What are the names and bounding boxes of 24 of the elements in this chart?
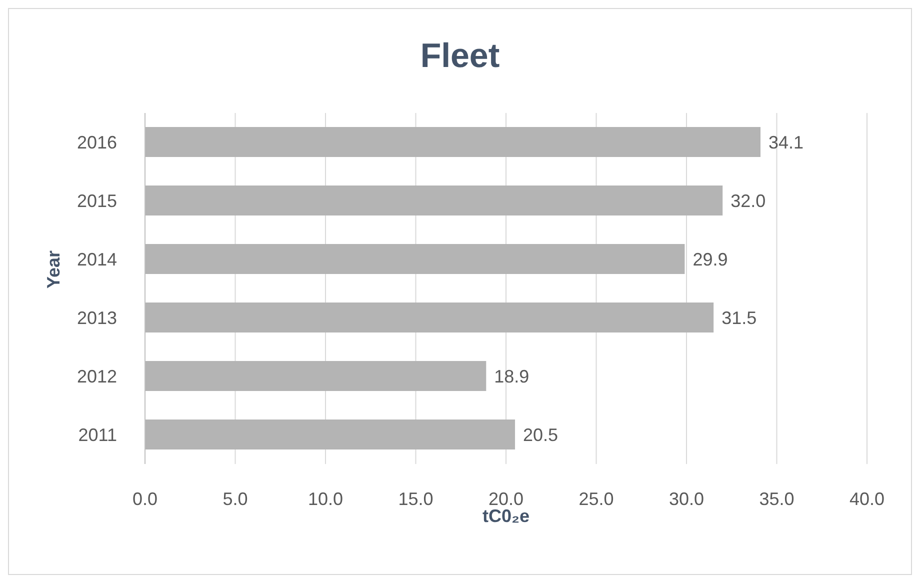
- data-label: 32.0: [730, 190, 766, 211]
- y-tick-label: 2013: [76, 308, 117, 328]
- x-axis-title: tC0₂e: [482, 506, 530, 526]
- chart-title: Fleet: [419, 37, 501, 76]
- y-tick-label: 2014: [76, 250, 117, 270]
- data-label: 20.5: [523, 424, 558, 445]
- x-tick-label: 35.0: [759, 488, 794, 509]
- y-tick-label: 2012: [76, 366, 117, 387]
- x-tick-label: 30.0: [668, 488, 704, 509]
- data-label: 29.9: [692, 249, 728, 270]
- y-tick-label: 2016: [76, 132, 117, 153]
- x-tick-label: 0.0: [132, 488, 158, 509]
- x-tick-label: 40.0: [849, 488, 885, 509]
- x-tick-label: 5.0: [222, 488, 248, 509]
- y-tick-label: 2015: [76, 191, 117, 212]
- x-tick-label: 15.0: [398, 488, 434, 509]
- y-axis-title: Year: [43, 250, 64, 288]
- data-label: 18.9: [494, 366, 530, 386]
- data-label: 34.1: [768, 132, 804, 152]
- x-tick-label: 20.0: [488, 488, 524, 509]
- x-tick-label: 10.0: [308, 488, 344, 509]
- data-label: 31.5: [722, 308, 757, 328]
- x-tick-label: 25.0: [578, 488, 614, 509]
- y-tick-label: 2011: [78, 425, 117, 446]
